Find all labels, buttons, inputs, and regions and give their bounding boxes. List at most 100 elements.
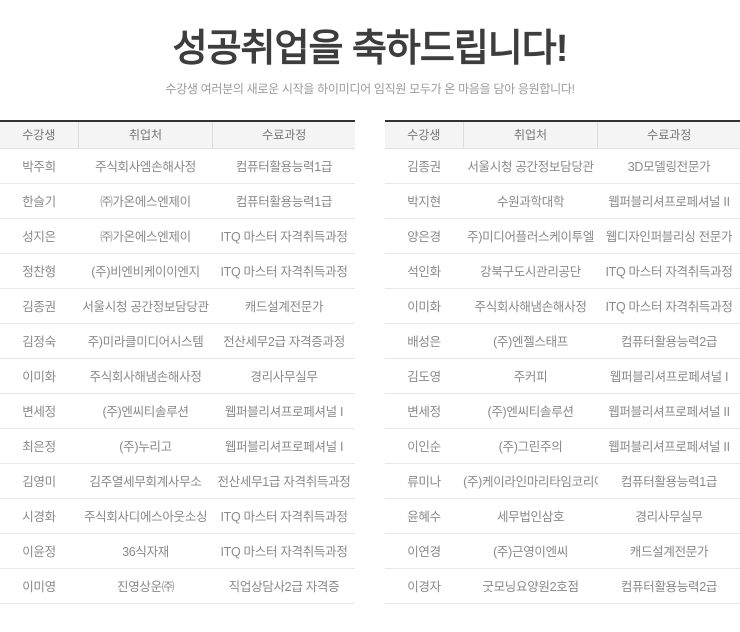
employer-name: ㈜가온에스엔제이 xyxy=(78,183,213,219)
student-name: 석인화 xyxy=(385,253,464,289)
table-row: 김종권 서울시청 공간정보담당관 캐드설계전문가 xyxy=(0,288,355,324)
course-name: 컴퓨터활용능력1급 xyxy=(597,463,740,499)
student-name: 김종권 xyxy=(0,288,79,324)
employer-name: (주)케이라인마리타임코리아 xyxy=(463,463,598,499)
course-name: 웹퍼블리셔프로페셔널 II xyxy=(597,428,740,464)
table-row: 이인순 (주)그린주의 웹퍼블리셔프로페셔널 II xyxy=(385,428,740,464)
course-name: 웹퍼블리셔프로페셔널 II xyxy=(597,393,740,429)
column-header-student: 수강생 xyxy=(385,121,464,149)
student-name: 김정숙 xyxy=(0,323,79,359)
student-name: 배성은 xyxy=(385,323,464,359)
student-name: 성지은 xyxy=(0,218,79,254)
employment-table-left: 수강생 취업처 수료과정 박주희 주식회사엠손해사정 컴퓨터활용능력1급 한슬기 ㈜가온에스… xyxy=(0,120,355,604)
employer-name: (주)엔젤스태프 xyxy=(463,323,598,359)
student-name: 최은정 xyxy=(0,428,79,464)
table-row: 최은정 (주)누리고 웹퍼블리셔프로페셔널 I xyxy=(0,428,355,464)
employer-name: 진영상운㈜ xyxy=(78,568,213,604)
employer-name: 서울시청 공간정보담당관 xyxy=(463,148,598,184)
course-name: 웹퍼블리셔프로페셔널 I xyxy=(212,393,355,429)
course-name: 컴퓨터활용능력2급 xyxy=(597,568,740,604)
student-name: 정찬형 xyxy=(0,253,79,289)
student-name: 김종권 xyxy=(385,148,464,184)
student-name: 이연경 xyxy=(385,533,464,569)
course-name: 경리사무실무 xyxy=(597,498,740,534)
table-row: 시경화 주식회사디에스아웃소싱 ITQ 마스터 자격취득과정 xyxy=(0,498,355,534)
employer-name: (주)엔씨티솔루션 xyxy=(463,393,598,429)
employer-name: (주)누리고 xyxy=(78,428,213,464)
course-name: ITQ 마스터 자격취득과정 xyxy=(597,253,740,289)
student-name: 변세정 xyxy=(385,393,464,429)
table-row: 정찬형 (주)비엔비케이이엔지 ITQ 마스터 자격취득과정 xyxy=(0,253,355,289)
course-name: 캐드설계전문가 xyxy=(597,533,740,569)
course-name: 경리사무실무 xyxy=(212,358,355,394)
student-name: 이미영 xyxy=(0,568,79,604)
employer-name: 수원과학대학 xyxy=(463,183,598,219)
student-name: 김도영 xyxy=(385,358,464,394)
course-name: 전산세무1급 자격취득과정 xyxy=(212,463,355,499)
course-name: ITQ 마스터 자격취득과정 xyxy=(597,288,740,324)
table-row: 성지은 ㈜가온에스엔제이 ITQ 마스터 자격취득과정 xyxy=(0,218,355,254)
student-name: 한슬기 xyxy=(0,183,79,219)
employer-name: ㈜가온에스엔제이 xyxy=(78,218,213,254)
employer-name: 주)미라클미디어시스템 xyxy=(78,323,213,359)
student-name: 박지현 xyxy=(385,183,464,219)
course-name: 3D모델링전문가 xyxy=(597,148,740,184)
table-row: 박지현 수원과학대학 웹퍼블리셔프로페셔널 II xyxy=(385,183,740,219)
course-name: 웹퍼블리셔프로페셔널 II xyxy=(597,183,740,219)
course-name: 웹디자인퍼블리싱 전문가 xyxy=(597,218,740,254)
table-row: 변세정 (주)엔씨티솔루션 웹퍼블리셔프로페셔널 II xyxy=(385,393,740,429)
student-name: 양은경 xyxy=(385,218,464,254)
table-row: 김정숙 주)미라클미디어시스템 전산세무2급 자격증과정 xyxy=(0,323,355,359)
student-name: 시경화 xyxy=(0,498,79,534)
course-name: ITQ 마스터 자격취득과정 xyxy=(212,498,355,534)
student-name: 이인순 xyxy=(385,428,464,464)
employer-name: 김주열세무회계사무소 xyxy=(78,463,213,499)
table-row: 김도영 주커피 웹퍼블리셔프로페셔널 I xyxy=(385,358,740,394)
table-row: 이윤정 36식자재 ITQ 마스터 자격취득과정 xyxy=(0,533,355,569)
employment-tables: 수강생 취업처 수료과정 박주희 주식회사엠손해사정 컴퓨터활용능력1급 한슬기 ㈜가온에스… xyxy=(0,120,740,604)
employer-name: (주)근영이엔씨 xyxy=(463,533,598,569)
employer-name: 주식회사해냄손해사정 xyxy=(78,358,213,394)
column-header-employer: 취업처 xyxy=(78,121,214,149)
course-name: 컴퓨터활용능력1급 xyxy=(212,148,355,184)
hero-section: 성공취업을 축하드립니다! 수강생 여러분의 새로운 시작을 하이미디어 임직원… xyxy=(0,0,740,97)
course-name: 컴퓨터활용능력1급 xyxy=(212,183,355,219)
employer-name: 세무법인삼호 xyxy=(463,498,598,534)
student-name: 이경자 xyxy=(385,568,464,604)
employer-name: (주)비엔비케이이엔지 xyxy=(78,253,213,289)
employer-name: 주)미디어플러스케이투엘 xyxy=(463,218,598,254)
student-name: 윤혜수 xyxy=(385,498,464,534)
column-header-student: 수강생 xyxy=(0,121,79,149)
employer-name: 서울시청 공간정보담당관 xyxy=(78,288,213,324)
employer-name: 36식자재 xyxy=(78,533,213,569)
course-name: ITQ 마스터 자격취득과정 xyxy=(212,253,355,289)
course-name: ITQ 마스터 자격취득과정 xyxy=(212,533,355,569)
course-name: 컴퓨터활용능력2급 xyxy=(597,323,740,359)
table-row: 윤혜수 세무법인삼호 경리사무실무 xyxy=(385,498,740,534)
employer-name: 주식회사해냄손해사정 xyxy=(463,288,598,324)
table-row: 이미화 주식회사해냄손해사정 경리사무실무 xyxy=(0,358,355,394)
employer-name: 강북구도시관리공단 xyxy=(463,253,598,289)
course-name: 직업상담사2급 자격증 xyxy=(212,568,355,604)
table-row: 양은경 주)미디어플러스케이투엘 웹디자인퍼블리싱 전문가 xyxy=(385,218,740,254)
table-row: 이미영 진영상운㈜ 직업상담사2급 자격증 xyxy=(0,568,355,604)
course-name: 캐드설계전문가 xyxy=(212,288,355,324)
table-row: 배성은 (주)엔젤스태프 컴퓨터활용능력2급 xyxy=(385,323,740,359)
employment-table-right: 수강생 취업처 수료과정 김종권 서울시청 공간정보담당관 3D모델링전문가 박지현 수원과… xyxy=(385,120,740,604)
table-row: 김영미 김주열세무회계사무소 전산세무1급 자격취득과정 xyxy=(0,463,355,499)
student-name: 박주희 xyxy=(0,148,79,184)
employer-name: 주커피 xyxy=(463,358,598,394)
page-subtitle: 수강생 여러분의 새로운 시작을 하이미디어 임직원 모두가 온 마음을 담아 … xyxy=(165,81,575,96)
table-row: 이경자 굿모닝요양원2호점 컴퓨터활용능력2급 xyxy=(385,568,740,604)
table-row: 이미화 주식회사해냄손해사정 ITQ 마스터 자격취득과정 xyxy=(385,288,740,324)
table-header-row: 수강생 취업처 수료과정 xyxy=(0,121,355,149)
course-name: 웹퍼블리셔프로페셔널 I xyxy=(212,428,355,464)
column-header-course: 수료과정 xyxy=(212,121,355,149)
course-name: ITQ 마스터 자격취득과정 xyxy=(212,218,355,254)
employer-name: (주)그린주의 xyxy=(463,428,598,464)
employer-name: 주식회사엠손해사정 xyxy=(78,148,213,184)
table-row: 박주희 주식회사엠손해사정 컴퓨터활용능력1급 xyxy=(0,148,355,184)
student-name: 류미나 xyxy=(385,463,464,499)
table-header-row: 수강생 취업처 수료과정 xyxy=(385,121,740,149)
